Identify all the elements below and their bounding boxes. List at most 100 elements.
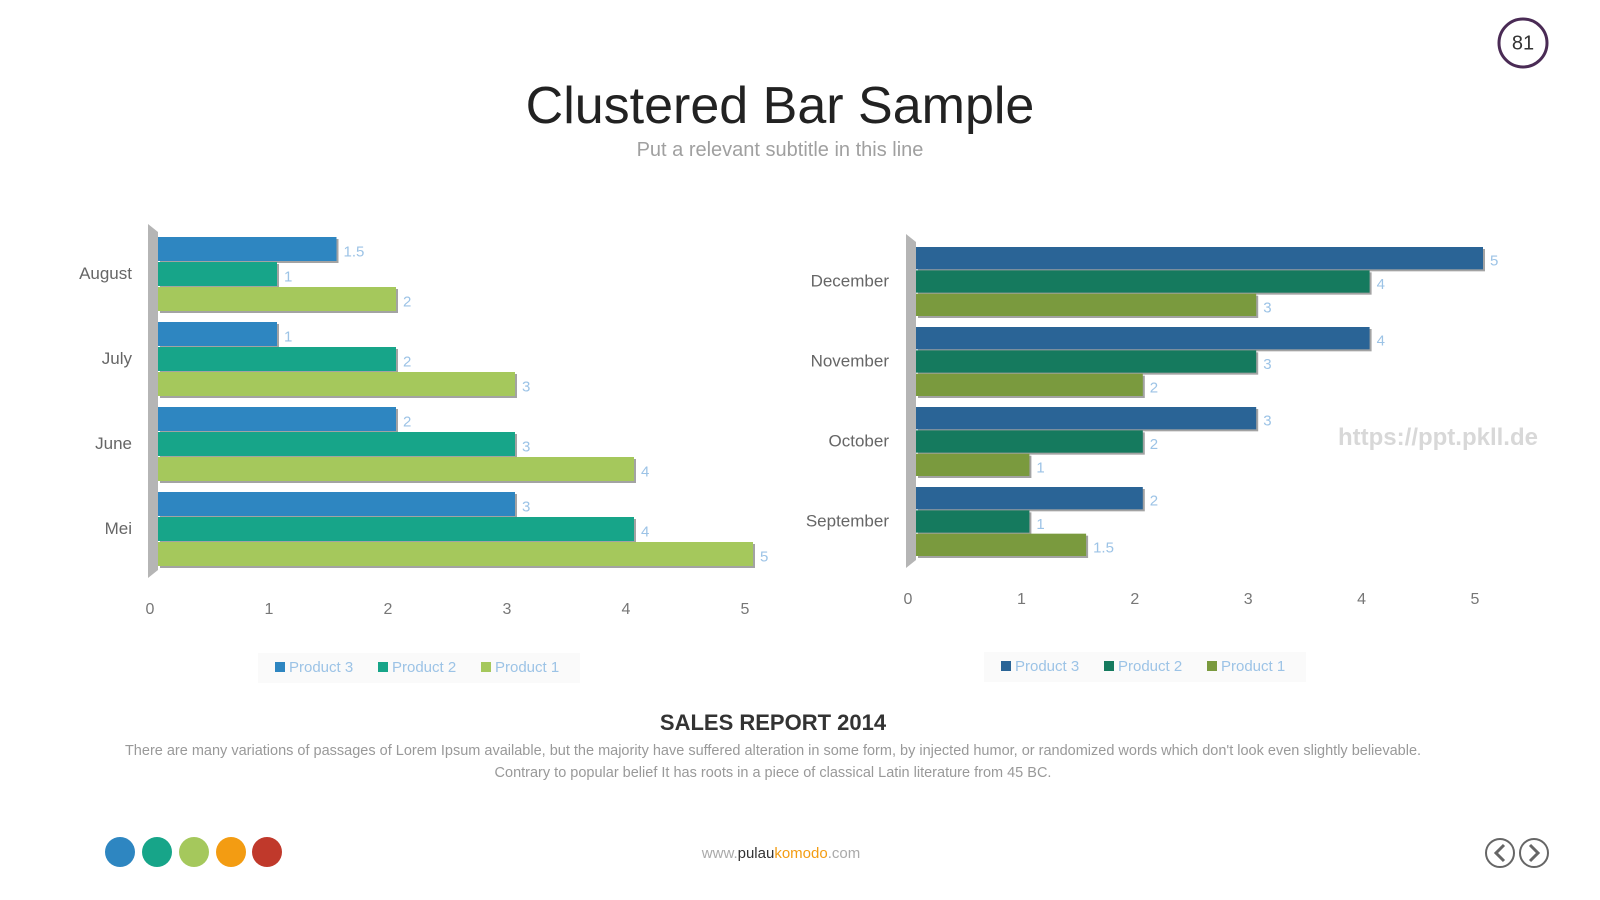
bar — [916, 430, 1143, 453]
bar — [158, 457, 634, 481]
data-label: 3 — [522, 498, 530, 515]
data-label: 4 — [641, 523, 649, 540]
color-dot — [179, 837, 209, 867]
legend-label: Product 3 — [1015, 658, 1079, 675]
category-label: June — [95, 434, 132, 453]
data-label: 3 — [1263, 356, 1271, 373]
category-label: December — [811, 271, 890, 290]
category-label: August — [79, 264, 132, 283]
footer-text: komodo — [774, 845, 828, 862]
x-tick-label: 3 — [1244, 591, 1253, 608]
legend-label: Product 1 — [1221, 658, 1285, 675]
x-tick-label: 5 — [1471, 591, 1480, 608]
bar — [158, 262, 277, 286]
bar — [158, 542, 753, 566]
footer-text: www. — [701, 845, 738, 862]
legend-swatch — [1001, 661, 1011, 671]
bar — [916, 533, 1087, 556]
bar — [916, 487, 1143, 510]
data-label: 1 — [1036, 516, 1044, 533]
axis-wall — [906, 234, 916, 568]
bar — [916, 373, 1143, 396]
report-body: There are many variations of passages of… — [124, 743, 1422, 781]
data-label: 2 — [403, 293, 411, 310]
x-tick-label: 0 — [146, 601, 155, 618]
data-label: 3 — [522, 438, 530, 455]
category-label: October — [829, 431, 890, 450]
data-label: 3 — [522, 378, 530, 395]
footer: www.pulaukomodo.com — [0, 845, 1562, 862]
bar — [916, 350, 1257, 373]
data-label: 4 — [1377, 333, 1385, 350]
data-label: 3 — [1263, 299, 1271, 316]
legend-swatch — [481, 662, 491, 672]
bar — [158, 372, 515, 396]
legend-label: Product 2 — [392, 659, 456, 676]
slide-title: Clustered Bar Sample — [525, 77, 1035, 135]
legend-box — [984, 652, 1306, 682]
legend-swatch — [1104, 661, 1114, 671]
color-dot — [105, 837, 135, 867]
x-tick-label: 1 — [265, 601, 274, 618]
bar — [158, 322, 277, 346]
bar — [916, 453, 1030, 476]
legend-label: Product 3 — [289, 659, 353, 676]
category-label: September — [806, 511, 889, 530]
color-dot — [216, 837, 246, 867]
bar — [158, 347, 396, 371]
data-label: 2 — [1150, 436, 1158, 453]
bar — [916, 247, 1483, 270]
data-label: 5 — [1490, 253, 1498, 270]
bar — [158, 492, 515, 516]
bar — [916, 327, 1370, 350]
data-label: 2 — [1150, 379, 1158, 396]
category-label: November — [811, 351, 890, 370]
data-label: 5 — [760, 548, 768, 565]
legend-label: Product 2 — [1118, 658, 1182, 675]
page-number: 81 — [1512, 32, 1534, 54]
bar — [158, 517, 634, 541]
data-label: 2 — [1150, 493, 1158, 510]
data-label: 3 — [1263, 413, 1271, 430]
color-dot — [142, 837, 172, 867]
legend-swatch — [1207, 661, 1217, 671]
data-label: 1.5 — [344, 243, 365, 260]
bar — [158, 407, 396, 431]
data-label: 4 — [641, 463, 649, 480]
color-dot — [252, 837, 282, 867]
legend-swatch — [378, 662, 388, 672]
data-label: 2 — [403, 413, 411, 430]
data-label: 1 — [1036, 459, 1044, 476]
page-badge — [1497, 17, 1549, 69]
slide-subtitle: Put a relevant subtitle in this line — [636, 139, 924, 161]
x-tick-label: 4 — [622, 601, 631, 618]
data-label: 2 — [403, 353, 411, 370]
bar — [158, 287, 396, 311]
legend-label: Product 1 — [495, 659, 559, 676]
x-tick-label: 2 — [1130, 591, 1139, 608]
footer-text: pulau — [737, 845, 775, 862]
watermark: https://ppt.pkll.de — [1338, 424, 1538, 451]
footer-text: .com — [827, 845, 861, 862]
legend-box — [258, 653, 580, 683]
bar — [916, 270, 1370, 293]
data-label: 1 — [284, 328, 292, 345]
bar — [916, 293, 1257, 316]
x-tick-label: 1 — [1017, 591, 1026, 608]
bar — [158, 237, 337, 261]
data-label: 1 — [284, 268, 292, 285]
x-tick-label: 3 — [503, 601, 512, 618]
category-label: Mei — [105, 519, 132, 538]
data-label: 4 — [1377, 276, 1385, 293]
x-tick-label: 0 — [904, 591, 913, 608]
prev-button[interactable] — [1485, 838, 1515, 868]
x-tick-label: 5 — [741, 601, 750, 618]
bar — [158, 432, 515, 456]
bar — [916, 510, 1030, 533]
bar — [916, 407, 1257, 430]
next-button[interactable] — [1519, 838, 1549, 868]
axis-wall — [148, 224, 158, 578]
data-label: 1.5 — [1093, 539, 1114, 556]
